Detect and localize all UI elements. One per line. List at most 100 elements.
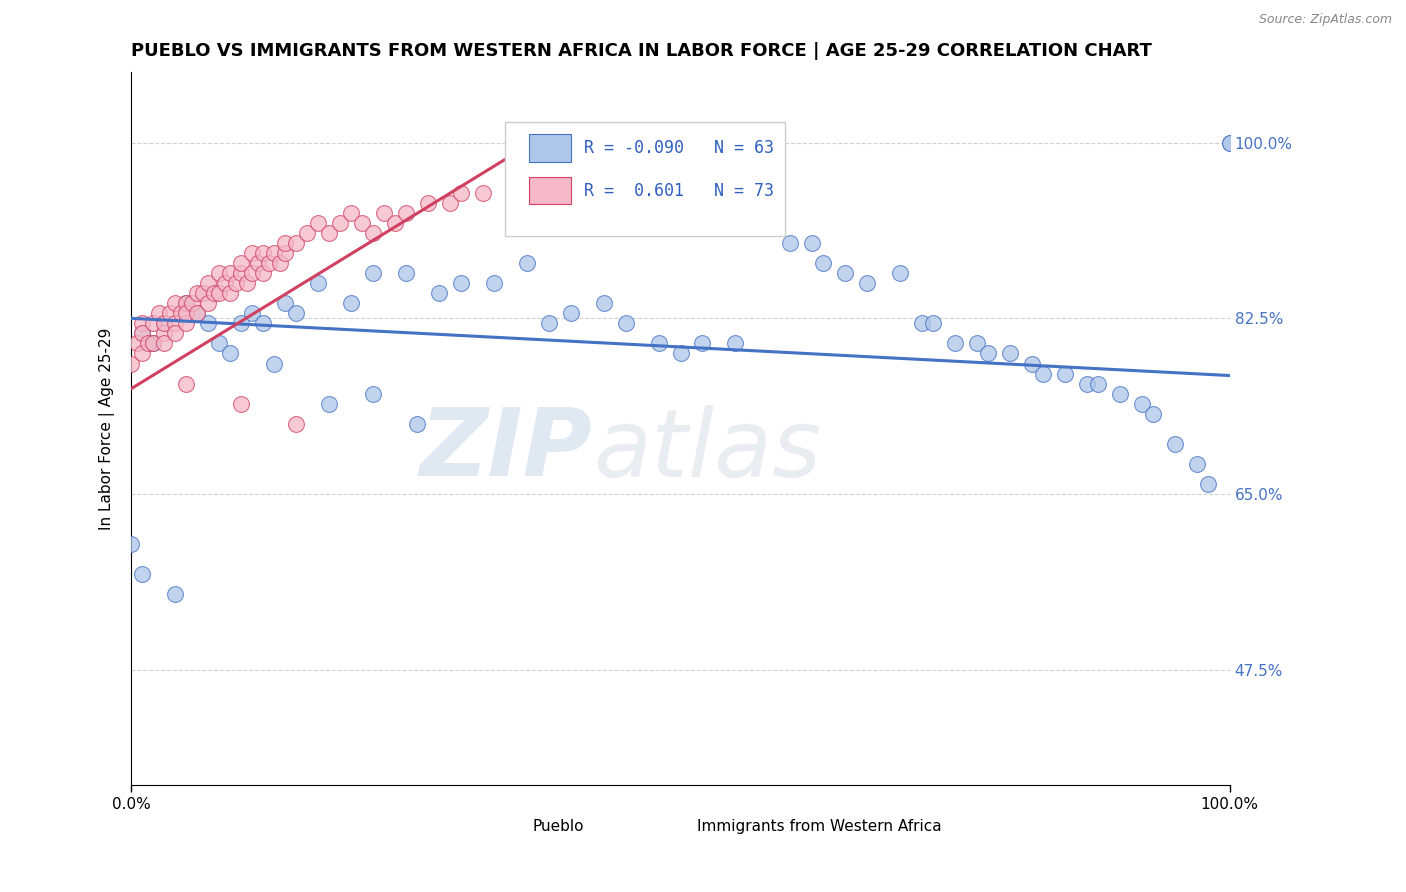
Text: ZIP: ZIP [420,404,593,496]
Point [208,336,231,351]
Point [225,276,247,290]
Point [889,266,911,280]
Point [219,346,242,360]
Point [159,306,181,320]
Point [165,587,187,601]
Point [450,186,472,200]
Point [295,226,318,240]
Point [998,346,1021,360]
Point [526,176,548,190]
Point [911,317,934,331]
FancyBboxPatch shape [529,135,571,161]
Point [406,417,429,431]
Point [384,216,406,230]
Point [180,296,202,310]
Point [1219,136,1241,150]
Point [131,346,153,360]
Point [170,306,193,320]
Point [977,346,1000,360]
Point [471,186,494,200]
Point [516,256,538,270]
Point [153,336,176,351]
Point [191,286,214,301]
Point [263,246,285,260]
Point [231,397,253,411]
Point [174,296,197,310]
Point [165,326,187,341]
Point [747,216,769,230]
Point [1109,386,1132,401]
Point [131,326,153,341]
Point [153,326,176,341]
Point [1185,457,1208,471]
Point [307,216,329,230]
Point [1164,437,1187,451]
Point [329,216,352,230]
Point [482,276,505,290]
FancyBboxPatch shape [494,816,524,837]
Point [186,306,208,320]
Point [174,317,197,331]
Point [257,256,280,270]
Point [246,256,269,270]
Point [252,246,274,260]
Point [560,166,582,180]
Point [240,266,263,280]
Point [692,336,714,351]
Point [834,266,856,280]
Point [395,266,418,280]
Point [647,336,669,351]
Point [186,306,208,320]
Point [131,326,153,341]
Point [202,286,225,301]
Point [274,235,297,250]
Point [252,266,274,280]
Point [724,336,747,351]
Point [285,306,308,320]
Point [813,256,835,270]
Point [231,256,253,270]
Point [427,286,450,301]
Point [1197,477,1219,491]
Point [174,296,197,310]
Text: PUEBLO VS IMMIGRANTS FROM WESTERN AFRICA IN LABOR FORCE | AGE 25-29 CORRELATION : PUEBLO VS IMMIGRANTS FROM WESTERN AFRICA… [131,42,1152,60]
Point [350,216,373,230]
Point [197,276,219,290]
Point [318,397,340,411]
Point [450,276,472,290]
Point [197,296,219,310]
Point [125,336,148,351]
Point [274,246,297,260]
Point [197,317,219,331]
Point [1142,407,1164,421]
Point [614,317,637,331]
Point [208,286,231,301]
Point [592,296,614,310]
Point [373,206,395,220]
Point [1021,357,1043,371]
Point [1087,376,1109,391]
Point [165,296,187,310]
Point [285,235,308,250]
Point [219,266,242,280]
Point [943,336,966,351]
Point [165,317,187,331]
Point [214,276,236,290]
Text: atlas: atlas [593,405,821,496]
Point [582,166,605,180]
FancyBboxPatch shape [658,816,689,837]
Point [340,206,363,220]
Point [1130,397,1153,411]
Point [240,246,263,260]
Point [142,317,165,331]
Point [131,317,153,331]
Point [153,317,176,331]
Point [779,235,801,250]
Point [856,276,879,290]
Point [560,306,582,320]
Point [1032,367,1054,381]
Point [235,276,257,290]
Point [142,336,165,351]
Point [231,317,253,331]
Point [537,317,560,331]
